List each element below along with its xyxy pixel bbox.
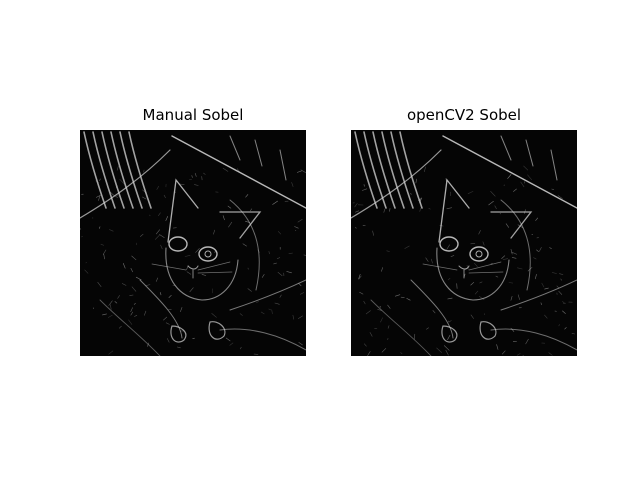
opencv-sobel-image: [351, 130, 577, 356]
edge-map-drawing: [80, 131, 306, 356]
opencv-sobel-title: openCV2 Sobel: [406, 106, 522, 124]
edge-map-drawing: [351, 131, 577, 356]
manual-sobel-image: [80, 130, 306, 356]
manual-sobel-title: Manual Sobel: [142, 106, 244, 124]
